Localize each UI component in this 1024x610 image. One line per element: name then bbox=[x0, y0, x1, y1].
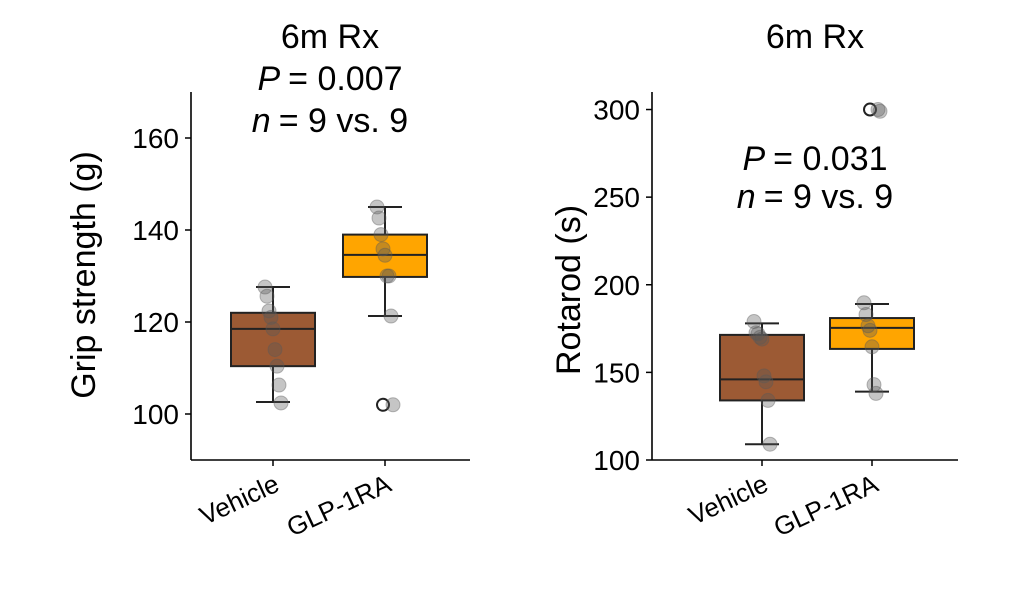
p-value-annotation: P = 0.031 bbox=[742, 140, 887, 178]
data-point bbox=[259, 288, 275, 304]
data-point bbox=[858, 307, 874, 323]
data-point bbox=[868, 385, 884, 401]
data-point bbox=[379, 268, 395, 284]
y-axis-label: Rotarod (s) bbox=[550, 205, 588, 375]
data-point bbox=[383, 308, 399, 324]
y-axis-label: Grip strength (g) bbox=[65, 151, 103, 399]
data-point bbox=[748, 325, 764, 341]
data-point bbox=[756, 368, 772, 384]
y-tick-label: 140 bbox=[132, 215, 179, 246]
n-annotation: n = 9 vs. 9 bbox=[252, 102, 408, 140]
data-point bbox=[752, 329, 768, 345]
y-tick-label: 300 bbox=[593, 95, 640, 126]
y-tick-label: 250 bbox=[593, 182, 640, 213]
data-point bbox=[864, 339, 880, 355]
data-point bbox=[273, 395, 289, 411]
data-point bbox=[265, 321, 281, 337]
data-point bbox=[862, 322, 878, 338]
data-point bbox=[377, 247, 393, 263]
data-point bbox=[381, 268, 397, 284]
data-point bbox=[856, 295, 872, 311]
y-tick-label: 100 bbox=[593, 445, 640, 476]
n-annotation: n = 9 vs. 9 bbox=[737, 178, 893, 216]
data-point bbox=[271, 377, 287, 393]
data-point bbox=[762, 436, 778, 452]
data-point bbox=[746, 314, 762, 330]
box-vehicle bbox=[230, 311, 316, 368]
data-point bbox=[760, 392, 776, 408]
x-tick-label: Vehicle bbox=[684, 468, 773, 531]
data-point bbox=[754, 331, 770, 347]
y-tick-label: 150 bbox=[593, 357, 640, 388]
data-point bbox=[373, 227, 389, 243]
data-point bbox=[269, 358, 285, 374]
data-point bbox=[267, 342, 283, 358]
p-label: P bbox=[742, 140, 765, 178]
x-tick-label: GLP-1RA bbox=[769, 468, 883, 542]
panel-title: 6m Rx bbox=[766, 18, 864, 56]
box-glp-1ra bbox=[829, 317, 915, 350]
p-label: P bbox=[257, 60, 280, 98]
data-point bbox=[860, 318, 876, 334]
p-value: = 0.007 bbox=[288, 60, 402, 98]
data-point bbox=[872, 103, 888, 119]
p-value: = 0.031 bbox=[773, 140, 887, 178]
n-value: = 9 vs. 9 bbox=[764, 178, 893, 216]
y-tick-label: 120 bbox=[132, 307, 179, 338]
data-point bbox=[375, 241, 391, 257]
data-point bbox=[371, 210, 387, 226]
data-point bbox=[385, 397, 401, 413]
outlier-marker bbox=[863, 102, 877, 117]
grip-strength-panel: 6m Rx P = 0.007 n = 9 vs. 9 Grip strength … bbox=[65, 18, 470, 542]
data-point bbox=[263, 309, 279, 325]
box-vehicle bbox=[719, 333, 805, 402]
panel-title: 6m Rx bbox=[281, 18, 379, 56]
x-tick-label: GLP-1RA bbox=[282, 468, 396, 542]
data-point bbox=[257, 279, 273, 295]
x-tick-label: Vehicle bbox=[195, 468, 284, 531]
data-point bbox=[369, 199, 385, 215]
data-point bbox=[261, 303, 277, 319]
data-point bbox=[750, 326, 766, 342]
n-value: = 9 vs. 9 bbox=[279, 102, 408, 140]
n-label: n bbox=[737, 178, 756, 216]
y-tick-label: 100 bbox=[132, 399, 179, 430]
y-tick-label: 160 bbox=[132, 123, 179, 154]
data-point bbox=[866, 377, 882, 393]
data-point bbox=[758, 374, 774, 390]
p-value-annotation: P = 0.007 bbox=[257, 60, 402, 98]
n-label: n bbox=[252, 102, 271, 140]
y-tick-label: 200 bbox=[593, 270, 640, 301]
outlier-marker bbox=[376, 397, 390, 412]
rotarod-panel: 6m Rx P = 0.031 n = 9 vs. 9 Rotarod (s) 10… bbox=[550, 18, 958, 542]
data-point bbox=[870, 102, 886, 118]
